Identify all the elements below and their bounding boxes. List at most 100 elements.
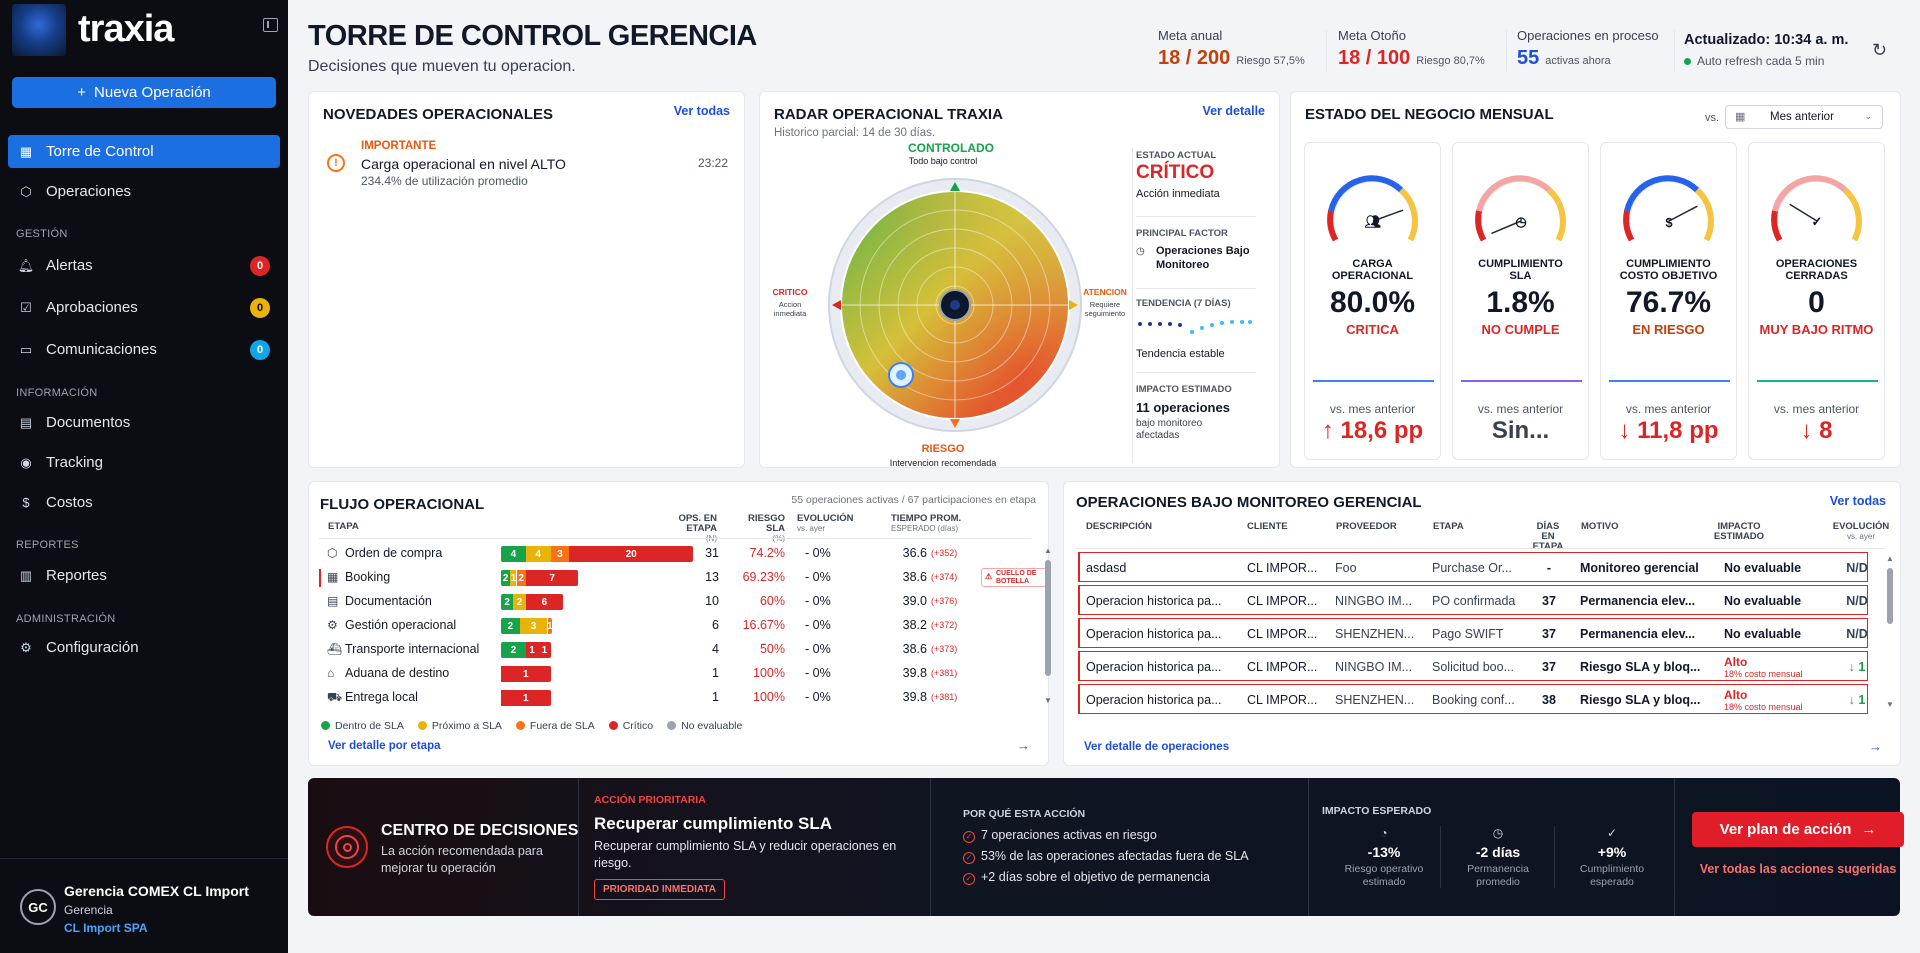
sidebar-item-operaciones[interactable]: ⬡ Operaciones — [8, 175, 280, 208]
table-row[interactable]: Operacion historica pa... CL IMPOR... SHEN… — [1078, 618, 1868, 648]
gauge-status: EN RIESGO — [1632, 322, 1705, 337]
user-company[interactable]: CL Import SPA — [64, 921, 148, 935]
gauge-icon: ◔ — [1380, 826, 1388, 840]
page-title: TORRE DE CONTROL GERENCIA — [308, 20, 757, 52]
user-name: Gerencia COMEX CL Import — [64, 883, 249, 899]
arrow-right-icon[interactable]: → — [1017, 738, 1030, 753]
period-select[interactable]: ▦ Mes anterior ⌄ — [1725, 105, 1883, 129]
time-delta: (+374) — [931, 572, 958, 582]
news-view-all-link[interactable]: Ver todas — [673, 104, 730, 118]
flow-detail-link[interactable]: Ver detalle por etapa — [328, 740, 441, 752]
table-row[interactable]: Operacion historica pa... CL IMPOR... NING… — [1078, 651, 1868, 681]
priority-badge: PRIORIDAD INMEDIATA — [594, 879, 725, 900]
gauge-chart — [1475, 175, 1566, 242]
legend-item: Dentro de SLA — [321, 720, 404, 732]
chat-icon: ▭ — [19, 341, 33, 357]
check-circle-icon: ✓ — [963, 830, 975, 843]
user-profile[interactable]: GC Gerencia COMEX CL Import Gerencia CL … — [0, 858, 288, 953]
sidebar-item-tracking[interactable]: ◉ Tracking — [8, 446, 280, 479]
radar-right-label: ATENCION — [1083, 287, 1127, 297]
action-plan-button[interactable]: Ver plan de acción → — [1692, 812, 1904, 847]
collapse-sidebar-icon[interactable] — [263, 18, 278, 32]
sidebar-item-aprobaciones[interactable]: ☑ Aprobaciones 0 — [8, 291, 280, 324]
op-stage: Booking conf... — [1432, 693, 1515, 707]
sidebar-item-documentos[interactable]: ▤ Documentos — [19, 414, 131, 431]
flow-row[interactable]: ⛴ Transporte internacional 2 1 1 4 50% - 0% 38.6… — [327, 642, 958, 658]
logo[interactable]: traxia — [12, 4, 284, 56]
sidebar-item-configuracion[interactable]: ⚙ Configuración — [8, 631, 280, 664]
auto-refresh: Auto refresh cada 5 min — [1684, 54, 1824, 68]
impact-label: IMPACTO ESPERADO — [1322, 805, 1432, 817]
section-informacion: INFORMACIÓN — [16, 387, 98, 399]
col-dias: DÍAS EN ETAPA — [1532, 521, 1564, 552]
col-etapa: ETAPA — [1433, 521, 1464, 532]
divider — [1674, 30, 1675, 72]
impact-value: Alto — [1724, 655, 1748, 669]
ops-scrollbar[interactable]: ▲ ▼ — [1886, 554, 1894, 709]
col-impacto: IMPACTO ESTIMADO — [1713, 521, 1765, 542]
sidebar-item-alertas[interactable]: 🔔︎ Alertas 0 — [8, 249, 280, 282]
flow-row[interactable]: ▤ Documentación 2 2 6 10 60% - 0% 39.0 (+376) — [327, 594, 958, 610]
kpi-gauge-card[interactable]: $ CUMPLIMIENTO COSTO OBJETIVO 76.7% EN RIESG… — [1600, 142, 1737, 460]
flow-row[interactable]: ▦ Booking 2 1 2 7 13 69.23% - 0% 38.6 (+374) ⚠ CUELL… — [319, 566, 1049, 590]
op-evolution: ↓ 1 — [1848, 693, 1866, 707]
flow-row[interactable]: ⛟ Entrega local 1 1 100% - 0% 39.8 (+381) — [327, 690, 958, 706]
op-evolution: N/D — [1846, 561, 1868, 575]
radar-right-sub: Requiere seguimiento — [1084, 300, 1126, 318]
chevron-down-icon: ⌄ — [1864, 111, 1872, 121]
op-evolution: N/D — [1846, 627, 1868, 641]
kpi-gauge-card[interactable]: ◷ CUMPLIMIENTO SLA 1.8% NO CUMPLE vs. mes ant… — [1452, 142, 1589, 460]
monthly-title: ESTADO DEL NEGOCIO MENSUAL — [1305, 106, 1554, 123]
refresh-icon[interactable]: ↻ — [1872, 40, 1888, 60]
radar-chart — [828, 178, 1082, 432]
action-title: Recuperar cumplimiento SLA — [594, 814, 833, 833]
impact-metric: ◔ -13% Riesgo operativo estimado — [1334, 826, 1434, 889]
news-item-title[interactable]: Carga operacional en nivel ALTO — [361, 156, 566, 172]
flow-scrollbar[interactable]: ▲ ▼ — [1044, 546, 1052, 705]
op-reason: Riesgo SLA y bloq... — [1580, 693, 1701, 707]
flow-row[interactable]: ⌂ Aduana de destino 1 1 100% - 0% 39.8 (+381) — [327, 666, 958, 682]
table-row[interactable]: Operacion historica pa... CL IMPOR... SHEN… — [1078, 684, 1868, 714]
table-row[interactable]: Operacion historica pa... CL IMPOR... NING… — [1078, 585, 1868, 615]
sidebar-item-costos[interactable]: $ Costos — [8, 486, 280, 519]
arrow-right-icon[interactable]: → — [1869, 739, 1882, 754]
last-updated: Actualizado: 10:34 a. m. — [1684, 32, 1849, 48]
bank-icon: ⌂ — [327, 666, 335, 680]
table-row[interactable]: asdasd CL IMPOR... Foo Purchase Or... - Monit… — [1078, 552, 1868, 582]
radar-detail-link[interactable]: Ver detalle — [1202, 104, 1265, 118]
kpi-gauge-card[interactable]: ✓ OPERACIONES CERRADAS 0 MUY BAJO RITMO vs. m… — [1748, 142, 1885, 460]
sla-segment: 1 — [501, 666, 551, 682]
gauge-status: NO CUMPLE — [1481, 322, 1560, 337]
sidebar-item-reportes[interactable]: ▥ Reportes — [19, 567, 107, 584]
op-days: 38 — [1542, 693, 1556, 707]
sidebar-item-comunicaciones[interactable]: ▭ Comunicaciones 0 — [8, 333, 280, 366]
page-subtitle: Decisiones que mueven tu operacion. — [308, 58, 576, 75]
op-provider: Foo — [1335, 561, 1357, 575]
kpi-gauge-card[interactable]: 👥︎ CARGA OPERACIONAL 80.0% CRITICA vs. mes an… — [1304, 142, 1441, 460]
op-client: CL IMPOR... — [1247, 693, 1318, 707]
radar-bottom-sub: Intervencion recomendada — [889, 458, 997, 468]
all-actions-link[interactable]: Ver todas las acciones sugeridas — [1699, 862, 1897, 876]
sidebar-item-torre-de-control[interactable]: ▦ Torre de Control — [8, 135, 280, 168]
flow-legend: Dentro de SLA Próximo a SLA Fuera de SLA Cr… — [321, 720, 742, 732]
time-delta: (+352) — [931, 548, 958, 558]
flow-row[interactable]: ⬡ Orden de compra 4 4 3 20 31 74.2% - 0% 36.6 (+35… — [327, 546, 958, 562]
radar-left-sub: Accion inmediata — [773, 300, 807, 318]
kpi-meta-anual: Meta anual 18 / 200 Riesgo 57,5% — [1158, 28, 1305, 69]
gauge-delta: ↑ 18,6 pp — [1321, 417, 1424, 444]
radar-bottom-label: RIESGO — [921, 443, 965, 455]
flow-row[interactable]: ⚙ Gestión operacional 2 3 1 6 16.67% - 0% 38.2 (+… — [327, 618, 958, 634]
sla-segment: 1 — [501, 690, 551, 706]
sla-segment: 1 — [538, 642, 551, 658]
sla-segment: 3 — [519, 618, 548, 634]
avg-time: 38.2 — [902, 618, 927, 632]
factor-value: Operaciones Bajo Monitoreo — [1156, 245, 1250, 271]
legend-item: No evaluable — [667, 720, 742, 732]
ops-card: OPERACIONES BAJO MONITOREO GERENCIAL Ver… — [1063, 481, 1901, 766]
new-operation-button[interactable]: + Nueva Operación — [12, 77, 276, 108]
evolution: - 0% — [805, 642, 831, 656]
section-reportes: REPORTES — [16, 539, 79, 551]
ops-view-all-link[interactable]: Ver todas — [1829, 494, 1886, 508]
ops-detail-link[interactable]: Ver detalle de operaciones — [1084, 741, 1230, 753]
sla-segment: 1 — [525, 642, 539, 658]
